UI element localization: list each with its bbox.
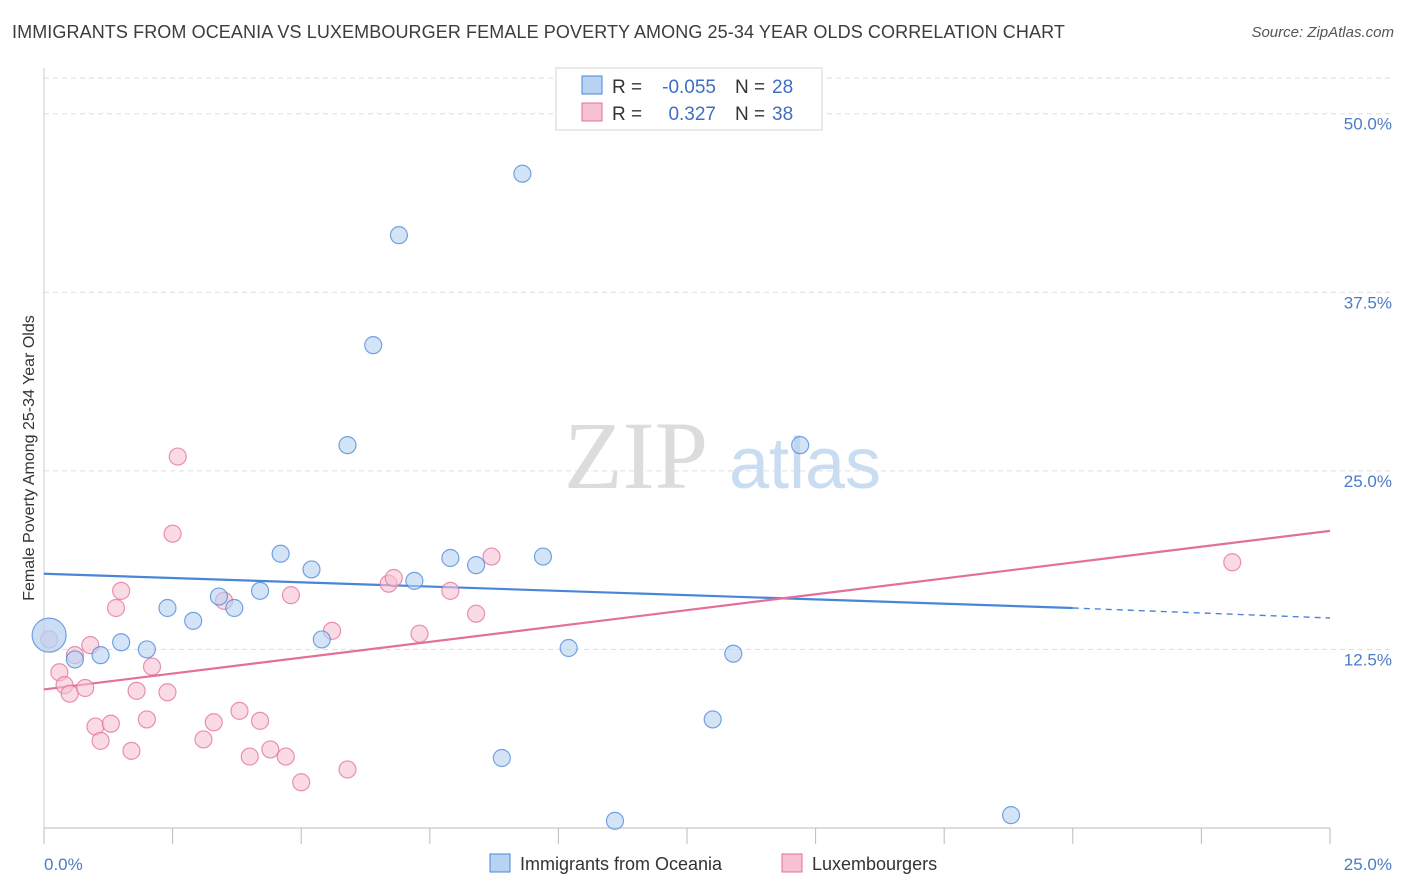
- data-point-oceania: [405, 571, 424, 590]
- data-point-luxembourgers: [230, 701, 249, 720]
- data-point-luxembourgers: [410, 624, 429, 643]
- y-tick-label: 25.0%: [1344, 472, 1392, 491]
- data-point-oceania: [31, 617, 67, 653]
- data-point-luxembourgers: [112, 581, 131, 600]
- data-point-oceania: [791, 436, 810, 455]
- data-point-oceania: [559, 638, 578, 658]
- data-point-oceania: [338, 436, 357, 455]
- data-point-oceania: [364, 336, 383, 355]
- data-point-luxembourgers: [60, 684, 79, 703]
- data-point-oceania: [91, 646, 110, 665]
- data-point-luxembourgers: [240, 747, 259, 766]
- data-point-luxembourgers: [194, 730, 213, 749]
- trend-line-luxembourgers: [43, 529, 1331, 691]
- data-point-luxembourgers: [276, 747, 295, 766]
- data-point-luxembourgers: [137, 710, 156, 729]
- data-point-luxembourgers: [163, 524, 182, 543]
- data-point-luxembourgers: [466, 604, 486, 623]
- data-point-luxembourgers: [338, 760, 357, 779]
- axes: [43, 68, 1331, 844]
- data-point-oceania: [250, 581, 270, 600]
- data-point-luxembourgers: [292, 773, 311, 792]
- data-point-oceania: [389, 226, 409, 245]
- y-tick-label: 50.0%: [1344, 115, 1392, 134]
- data-point-oceania: [466, 556, 486, 575]
- data-point-luxembourgers: [250, 711, 270, 730]
- data-point-luxembourgers: [482, 547, 501, 566]
- legend-r-label-oceania: R =: [612, 77, 642, 98]
- data-point-oceania: [302, 560, 321, 579]
- legend-n-label-oceania: N =: [735, 77, 765, 98]
- data-point-luxembourgers: [76, 678, 95, 698]
- y-axis-label: Female Poverty Among 25-34 Year Olds: [21, 315, 38, 601]
- x-tick-label: 0.0%: [44, 855, 83, 874]
- data-point-luxembourgers: [101, 714, 120, 733]
- data-point-luxembourgers: [142, 657, 162, 676]
- data-point-oceania: [513, 164, 532, 183]
- data-point-oceania: [209, 587, 228, 606]
- data-point-luxembourgers: [441, 581, 460, 600]
- data-point-luxembourgers: [384, 568, 403, 588]
- data-points: [31, 164, 1242, 830]
- data-point-oceania: [158, 598, 177, 618]
- grid-lines: [44, 77, 1392, 650]
- data-point-luxembourgers: [91, 731, 110, 750]
- data-point-luxembourgers: [168, 447, 187, 466]
- bottom-label-luxembourgers: Luxembourgers: [812, 854, 937, 874]
- data-point-oceania: [312, 630, 331, 649]
- data-point-oceania: [225, 598, 244, 618]
- source-label: Source: ZipAtlas.com: [1251, 24, 1394, 41]
- legend-n-label-luxembourgers: N =: [735, 104, 765, 125]
- series-legend: Immigrants from Oceania Luxembourgers: [489, 853, 937, 874]
- x-tick-label: 25.0%: [1344, 855, 1392, 874]
- bottom-swatch-luxembourgers: [781, 853, 803, 873]
- legend-r-label-luxembourgers: R =: [612, 104, 642, 125]
- data-point-oceania: [605, 811, 625, 830]
- data-point-luxembourgers: [281, 586, 301, 605]
- legend-n-value-luxembourgers: 38: [772, 104, 793, 125]
- data-point-luxembourgers: [122, 741, 141, 760]
- bottom-label-oceania: Immigrants from Oceania: [520, 854, 723, 874]
- legend-r-value-luxembourgers: 0.327: [668, 104, 716, 125]
- trend-line-oceania: [43, 572, 1073, 610]
- data-point-luxembourgers: [127, 681, 146, 700]
- data-point-oceania: [441, 548, 460, 568]
- data-point-oceania: [703, 710, 722, 729]
- data-point-oceania: [65, 650, 84, 669]
- data-point-oceania: [184, 611, 203, 630]
- data-point-oceania: [271, 544, 290, 563]
- data-point-luxembourgers: [1223, 553, 1242, 572]
- data-point-oceania: [1001, 806, 1021, 825]
- data-point-oceania: [137, 640, 156, 659]
- correlation-legend: R = -0.055 N = 28 R = 0.327 N = 38: [555, 67, 823, 131]
- x-tick-labels: 0.0% 25.0%: [44, 855, 1392, 874]
- data-point-luxembourgers: [204, 713, 223, 732]
- legend-r-value-oceania: -0.055: [662, 77, 716, 98]
- watermark-atlas: atlas: [729, 424, 881, 504]
- trend-lines: [43, 529, 1331, 691]
- trend-line-oceania-extension: [1072, 607, 1331, 619]
- legend-swatch-oceania: [581, 75, 603, 95]
- data-point-oceania: [492, 748, 511, 768]
- y-tick-labels: 12.5% 25.0% 37.5% 50.0%: [1344, 115, 1392, 670]
- data-point-luxembourgers: [261, 740, 280, 759]
- bottom-swatch-oceania: [489, 853, 511, 873]
- y-tick-label: 12.5%: [1344, 650, 1392, 669]
- chart-title: IMMIGRANTS FROM OCEANIA VS LUXEMBOURGER …: [12, 22, 1065, 42]
- watermark-zip: ZIP: [564, 402, 708, 509]
- y-tick-label: 37.5%: [1344, 293, 1392, 312]
- legend-n-value-oceania: 28: [772, 77, 793, 98]
- data-point-oceania: [112, 633, 131, 652]
- data-point-luxembourgers: [106, 598, 126, 618]
- legend-swatch-luxembourgers: [581, 102, 603, 122]
- data-point-luxembourgers: [158, 683, 177, 702]
- data-point-oceania: [724, 644, 743, 663]
- data-point-oceania: [533, 547, 553, 566]
